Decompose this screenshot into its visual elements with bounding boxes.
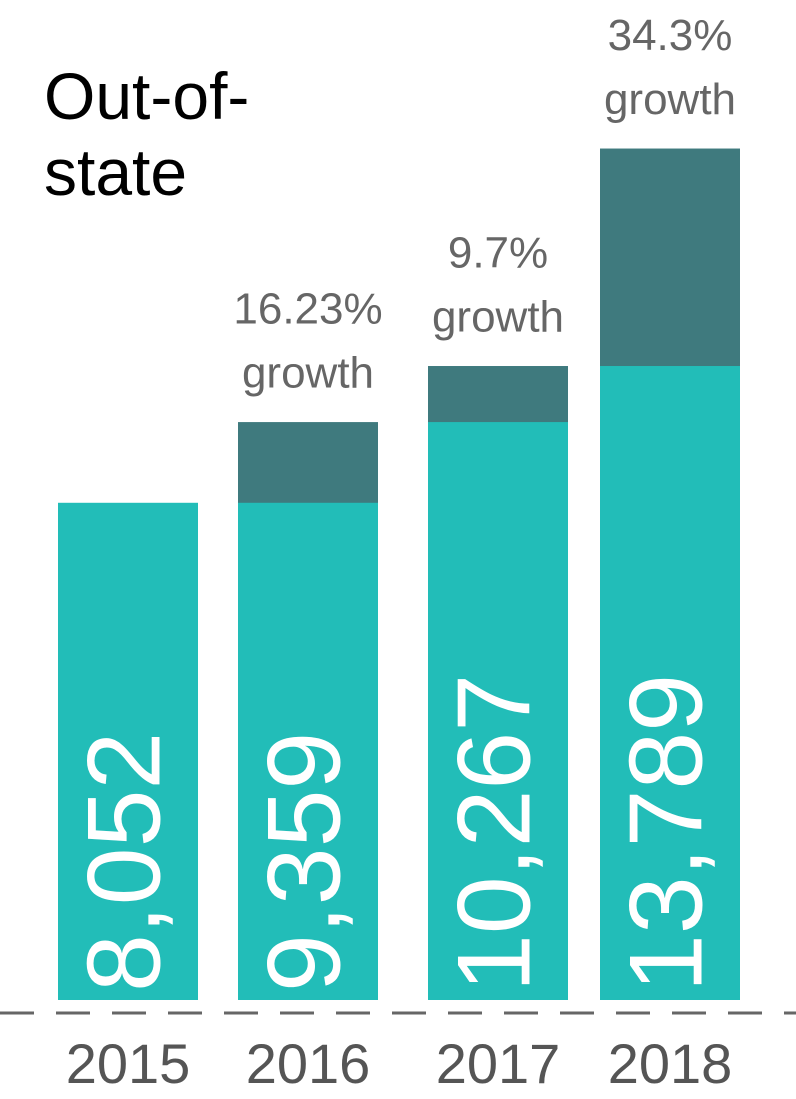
x-tick-label: 2015 bbox=[66, 1032, 191, 1095]
growth-segment bbox=[58, 502, 198, 1000]
growth-label: growth bbox=[432, 293, 564, 342]
value-label: 13,789 bbox=[608, 674, 724, 992]
x-tick-label: 2018 bbox=[608, 1032, 733, 1095]
chart-title: Out-of-state bbox=[44, 59, 250, 209]
growth-label: growth bbox=[242, 349, 374, 398]
growth-label: 9.7% bbox=[448, 229, 548, 278]
value-label: 8,052 bbox=[66, 732, 182, 992]
previous-segment bbox=[238, 502, 378, 1000]
growth-label: 34.3% bbox=[608, 11, 733, 60]
growth-label: 16.23% bbox=[233, 285, 382, 334]
x-tick-label: 2016 bbox=[246, 1032, 371, 1095]
value-label: 10,267 bbox=[436, 674, 552, 992]
x-tick-label: 2017 bbox=[436, 1032, 561, 1095]
previous-segment bbox=[428, 422, 568, 1000]
value-label: 9,359 bbox=[246, 732, 362, 992]
previous-segment bbox=[600, 366, 740, 1000]
growth-label: growth bbox=[604, 75, 736, 124]
